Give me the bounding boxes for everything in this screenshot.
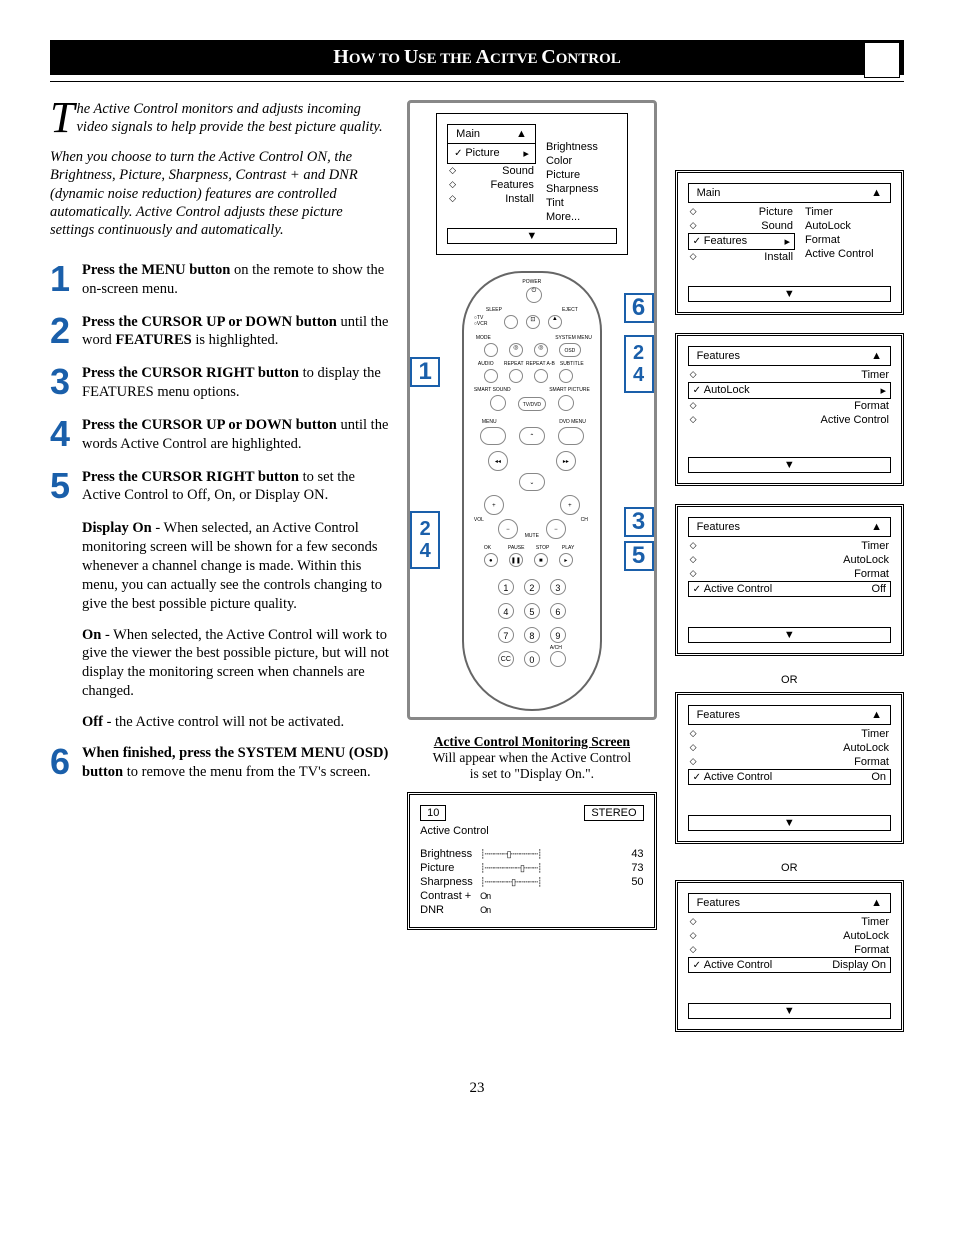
callout-6: 6	[624, 293, 654, 323]
osd-features-ac-displayon: Features▲ Timer AutoLock Format Active C…	[675, 880, 904, 1032]
osd-features-autolock: Features▲ Timer AutoLock▸ Format Active …	[675, 333, 904, 486]
step-number: 6	[50, 744, 82, 782]
callout-2-4b: 2 4	[410, 511, 440, 569]
osd-main-features: Main▲ Picture Sound Features▸ Install Ti…	[675, 170, 904, 315]
monitoring-caption: Active Control Monitoring Screen Will ap…	[407, 734, 656, 782]
power-button: ⏻	[526, 287, 542, 303]
or-label-2: OR	[675, 862, 904, 874]
step-number: 3	[50, 364, 82, 402]
callout-2-4: 2 4	[624, 335, 654, 393]
step-2: 2 Press the CURSOR UP or DOWN button unt…	[50, 313, 389, 351]
step-number: 4	[50, 416, 82, 454]
mid-button: ⊡	[526, 315, 540, 329]
cursor-down-button: ⌄	[519, 473, 545, 491]
middle-column: Main▲ Picture▸ Sound Features Install Br…	[407, 100, 656, 1050]
vol-up-button: +	[484, 495, 504, 515]
or-label-1: OR	[675, 674, 904, 686]
page-number: 23	[50, 1080, 904, 1097]
header-underline	[50, 81, 904, 82]
mode-button	[484, 343, 498, 357]
cc1-button: ◎	[509, 343, 523, 357]
cursor-up-button: ⌃	[519, 427, 545, 445]
off-desc: Off - the Active control will not be act…	[82, 713, 389, 732]
header-title: HOW TO USE THE ACITVE CONTROL	[333, 46, 621, 68]
step-5: 5 Press the CURSOR RIGHT button to set t…	[50, 468, 389, 506]
tvdvd-button: TV/DVD	[518, 397, 546, 411]
dvdmenu-button	[558, 427, 584, 445]
callout-3: 3	[624, 507, 654, 537]
osd-and-remote-panel: Main▲ Picture▸ Sound Features Install Br…	[407, 100, 656, 720]
eject-button: ▲	[548, 315, 562, 329]
step-3: 3 Press the CURSOR RIGHT button to displ…	[50, 364, 389, 402]
instructions-column: The Active Control monitors and adjusts …	[50, 100, 389, 1050]
step-number: 1	[50, 261, 82, 299]
step-number: 5	[50, 468, 82, 506]
osd-button: OSD	[559, 343, 581, 357]
sleep-button	[504, 315, 518, 329]
cursor-right-button: ▸▸	[556, 451, 576, 471]
right-column: Main▲ Picture Sound Features▸ Install Ti…	[675, 100, 904, 1050]
step-1: 1 Press the MENU button on the remote to…	[50, 261, 389, 299]
intro-paragraph-1: The Active Control monitors and adjusts …	[50, 100, 389, 136]
osd-main-picture: Main▲ Picture▸ Sound Features Install Br…	[436, 113, 627, 255]
cc2-button: ◎	[534, 343, 548, 357]
callout-5: 5	[624, 541, 654, 571]
osd-features-ac-on: Features▲ Timer AutoLock Format Active C…	[675, 692, 904, 844]
remote-illustration: POWER ⏻ SLEEP EJECT ⊡ ▲ ○TV○VCR MODE SYS…	[416, 271, 647, 711]
step-4: 4 Press the CURSOR UP or DOWN button unt…	[50, 416, 389, 454]
menu-button	[480, 427, 506, 445]
ch-up-button: +	[560, 495, 580, 515]
osd-features-ac-off: Features▲ Timer AutoLock Format Active C…	[675, 504, 904, 656]
step-number: 2	[50, 313, 82, 351]
callout-1: 1	[410, 357, 440, 387]
monitoring-screen: 10 STEREO Active Control Brightness┊┄┄┄┄…	[407, 792, 656, 930]
page-header: HOW TO USE THE ACITVE CONTROL ✎	[50, 40, 904, 75]
cursor-left-button: ◂◂	[488, 451, 508, 471]
pencil-icon: ✎	[864, 42, 900, 78]
intro-paragraph-2: When you choose to turn the Active Contr…	[50, 148, 389, 239]
on-desc: On - When selected, the Active Control w…	[82, 626, 389, 701]
step-6: 6 When finished, press the SYSTEM MENU (…	[50, 744, 389, 782]
display-on-desc: Display On - When selected, an Active Co…	[82, 519, 389, 613]
